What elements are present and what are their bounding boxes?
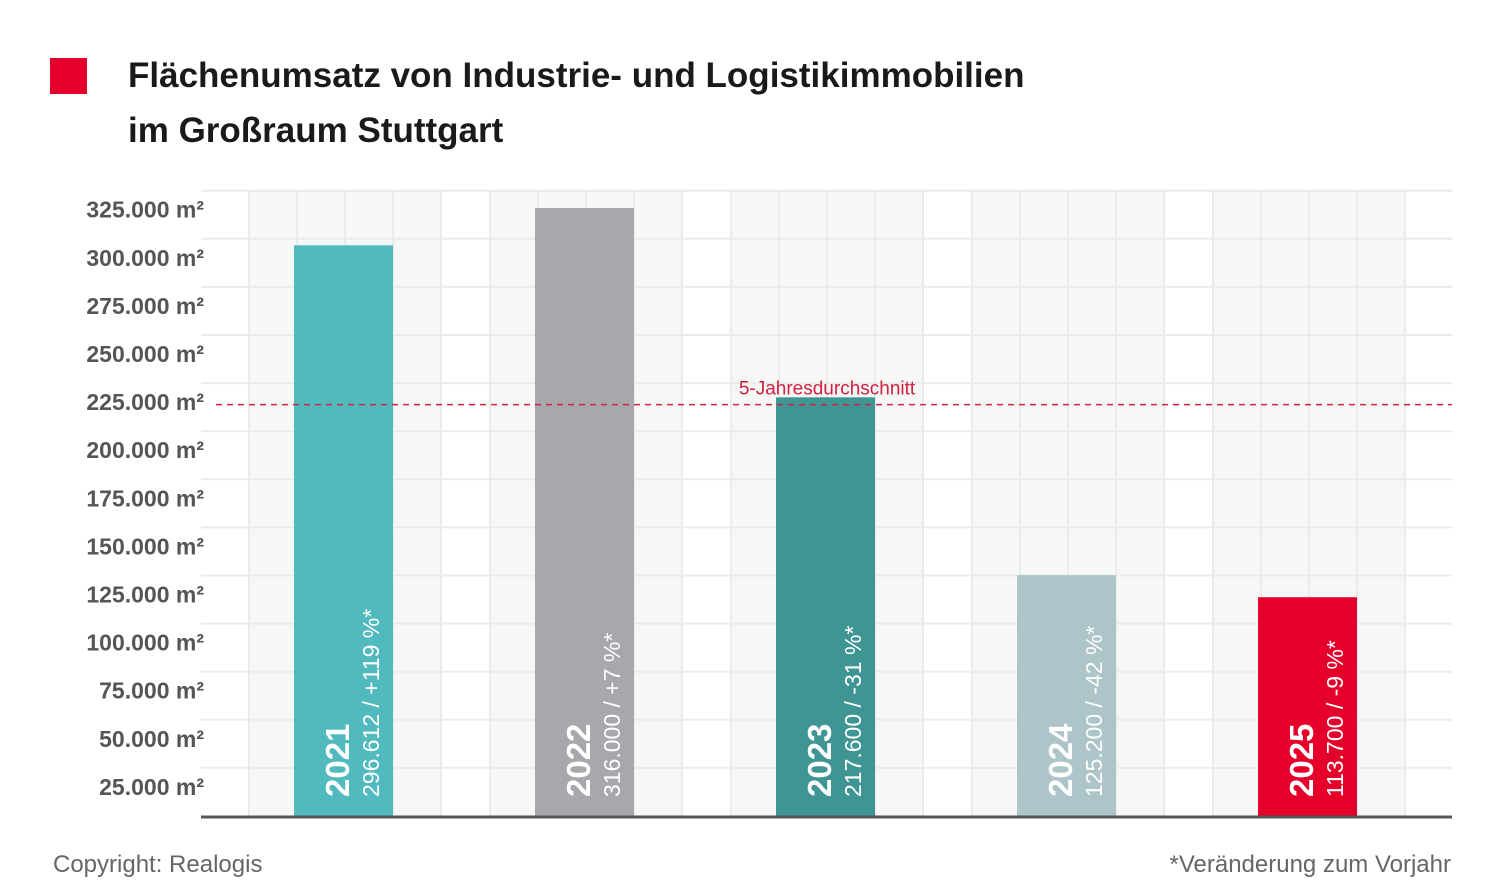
- y-tick-label: 300.000 m²: [86, 245, 204, 271]
- y-tick-label: 175.000 m²: [86, 485, 204, 511]
- footnote-text: *Veränderung zum Vorjahr: [1169, 851, 1451, 878]
- y-tick-label: 275.000 m²: [86, 293, 204, 319]
- bar-year-label: 2024: [1042, 723, 1079, 797]
- y-tick-label: 25.000 m²: [99, 774, 204, 800]
- chart-title-line1: Flächenumsatz von Industrie- und Logisti…: [128, 56, 1025, 95]
- bar-2021: [294, 245, 393, 817]
- y-tick-label: 225.000 m²: [86, 389, 204, 415]
- y-tick-label: 75.000 m²: [99, 678, 204, 704]
- bar-year-label: 2025: [1283, 724, 1320, 797]
- title-marker: [50, 58, 87, 94]
- y-tick-label: 250.000 m²: [86, 341, 204, 367]
- bar-value-label: 113.700 / -9 %*: [1322, 640, 1348, 797]
- y-tick-label: 150.000 m²: [86, 533, 204, 559]
- bar-year-label: 2022: [560, 724, 597, 797]
- bar-2022: [535, 208, 634, 817]
- bar-2025: [1258, 597, 1357, 816]
- y-tick-label: 125.000 m²: [86, 582, 204, 608]
- bar-2023: [776, 397, 875, 816]
- bar-2024: [1017, 575, 1116, 816]
- bar-value-label: 296.612 / +119 %*: [358, 609, 384, 797]
- five-year-average-label: 5-Jahresdurchschnitt: [739, 379, 916, 400]
- y-tick-label: 200.000 m²: [86, 437, 204, 463]
- bar-year-label: 2021: [319, 724, 356, 797]
- chart-title-line2: im Großraum Stuttgart: [128, 111, 504, 150]
- y-tick-label: 50.000 m²: [99, 726, 204, 752]
- y-tick-label: 100.000 m²: [86, 630, 204, 656]
- bar-year-label: 2023: [801, 724, 838, 797]
- copyright-text: Copyright: Realogis: [53, 851, 263, 878]
- bar-value-label: 316.000 / +7 %*: [599, 633, 625, 797]
- y-tick-label: 325.000 m²: [86, 197, 204, 223]
- bar-value-label: 217.600 / -31 %*: [840, 626, 866, 797]
- bar-value-label: 125.200 / -42 %*: [1081, 626, 1107, 797]
